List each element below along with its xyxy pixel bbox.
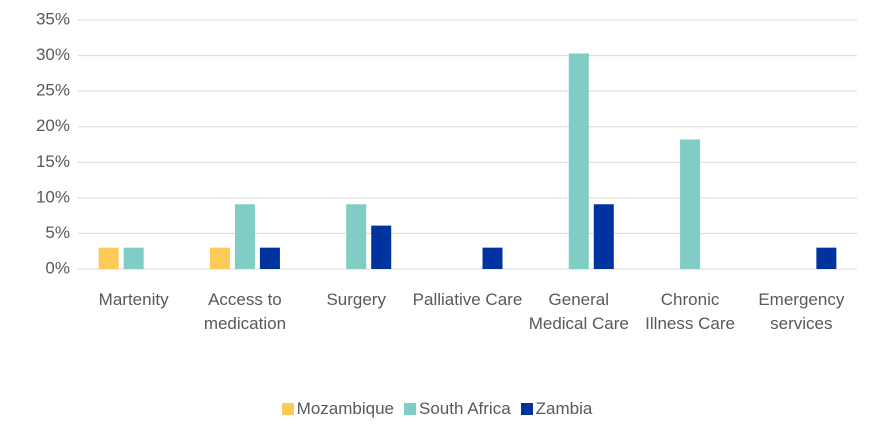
legend-swatch xyxy=(520,403,533,415)
bar xyxy=(593,204,614,269)
y-tick-label: 30% xyxy=(36,45,70,64)
legend-swatch xyxy=(281,403,294,415)
bar xyxy=(568,53,589,270)
y-tick-label: 25% xyxy=(36,81,70,100)
legend-swatch xyxy=(403,403,416,415)
legend-label: Mozambique xyxy=(296,399,394,418)
x-tick-label: Palliative Care xyxy=(412,290,523,309)
legend-item: Zambia xyxy=(520,399,593,419)
bar xyxy=(259,247,280,269)
x-tick-label: Chronic Illness Care xyxy=(645,290,735,333)
bar xyxy=(346,204,367,269)
y-tick-label: 10% xyxy=(36,187,70,206)
x-tick-label: Surgery xyxy=(326,290,386,309)
legend-item: South Africa xyxy=(403,399,511,419)
bar xyxy=(482,247,503,269)
x-tick-label: General Medical Care xyxy=(528,290,629,333)
legend-item: Mozambique xyxy=(281,399,394,419)
bar xyxy=(98,247,119,269)
x-tick-label: Martenity xyxy=(98,290,169,309)
y-tick-label: 20% xyxy=(36,116,70,135)
y-tick-label: 0% xyxy=(45,258,70,277)
bar xyxy=(234,204,255,269)
y-tick-label: 35% xyxy=(36,9,70,28)
bar xyxy=(816,247,837,269)
y-tick-label: 5% xyxy=(45,223,70,242)
x-tick-label: Emergency services xyxy=(758,290,845,333)
bar xyxy=(209,247,230,269)
bar xyxy=(123,247,144,269)
legend-label: South Africa xyxy=(418,399,511,418)
bar xyxy=(680,139,701,269)
bar xyxy=(371,225,392,269)
x-tick-label: Access to medication xyxy=(203,290,287,333)
y-tick-label: 15% xyxy=(36,152,70,171)
legend: Mozambique South Africa Zambia xyxy=(0,399,874,419)
legend-label: Zambia xyxy=(535,399,593,418)
